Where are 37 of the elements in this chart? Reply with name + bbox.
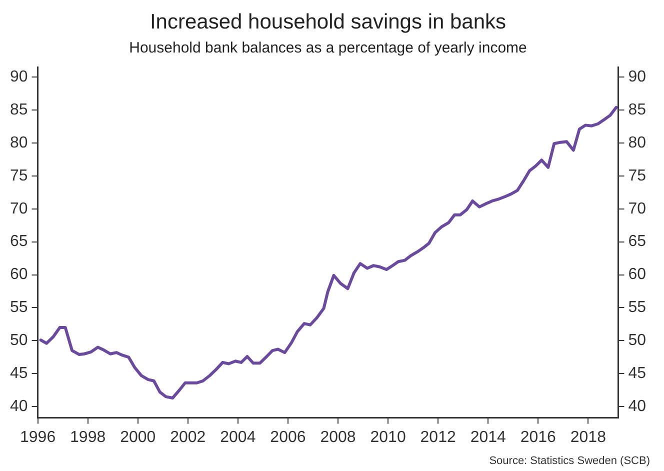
x-tick-label: 1998 (70, 428, 106, 446)
y-tick-label: 70 (10, 200, 28, 218)
y-tick-label: 90 (10, 68, 28, 86)
chart-subtitle: Household bank balances as a percentage of yearly income (129, 39, 527, 56)
x-tick-label: 2010 (370, 428, 406, 446)
x-tick-label: 2004 (220, 428, 256, 446)
y-tick-label: 85 (10, 101, 28, 118)
y2-tick-label: 50 (628, 332, 646, 350)
y2-tick-label: 40 (628, 398, 646, 416)
y2-tick-label: 90 (628, 68, 646, 86)
y-tick-label: 80 (10, 134, 28, 152)
y-tick-label: 50 (10, 332, 28, 350)
x-tick-label: 2008 (320, 428, 356, 446)
y-tick-label: 60 (10, 266, 28, 284)
y2-tick-label: 65 (628, 233, 646, 250)
y-tick-label: 45 (10, 365, 28, 382)
x-tick-label: 2012 (420, 428, 456, 446)
x-tick-label: 2016 (520, 428, 556, 446)
y-tick-label: 55 (10, 299, 28, 316)
x-tick-label: 1996 (20, 428, 56, 446)
x-tick-label: 2002 (170, 428, 206, 446)
x-tick-label: 2014 (470, 428, 506, 446)
source-note: Source: Statistics Sweden (SCB) (489, 455, 650, 467)
x-tick-label: 2000 (120, 428, 156, 446)
y2-tick-label: 85 (628, 101, 646, 118)
y2-tick-label: 45 (628, 365, 646, 382)
y-tick-label: 65 (10, 233, 28, 250)
y2-tick-label: 80 (628, 134, 646, 152)
x-tick-label: 2018 (570, 428, 606, 446)
chart-title: Increased household savings in banks (150, 10, 506, 34)
y-tick-label: 75 (10, 167, 28, 184)
y2-tick-label: 55 (628, 299, 646, 316)
x-tick-label: 2006 (270, 428, 306, 446)
y2-tick-label: 75 (628, 167, 646, 184)
y2-tick-label: 60 (628, 266, 646, 284)
y-tick-label: 40 (10, 398, 28, 416)
y2-tick-label: 70 (628, 200, 646, 218)
